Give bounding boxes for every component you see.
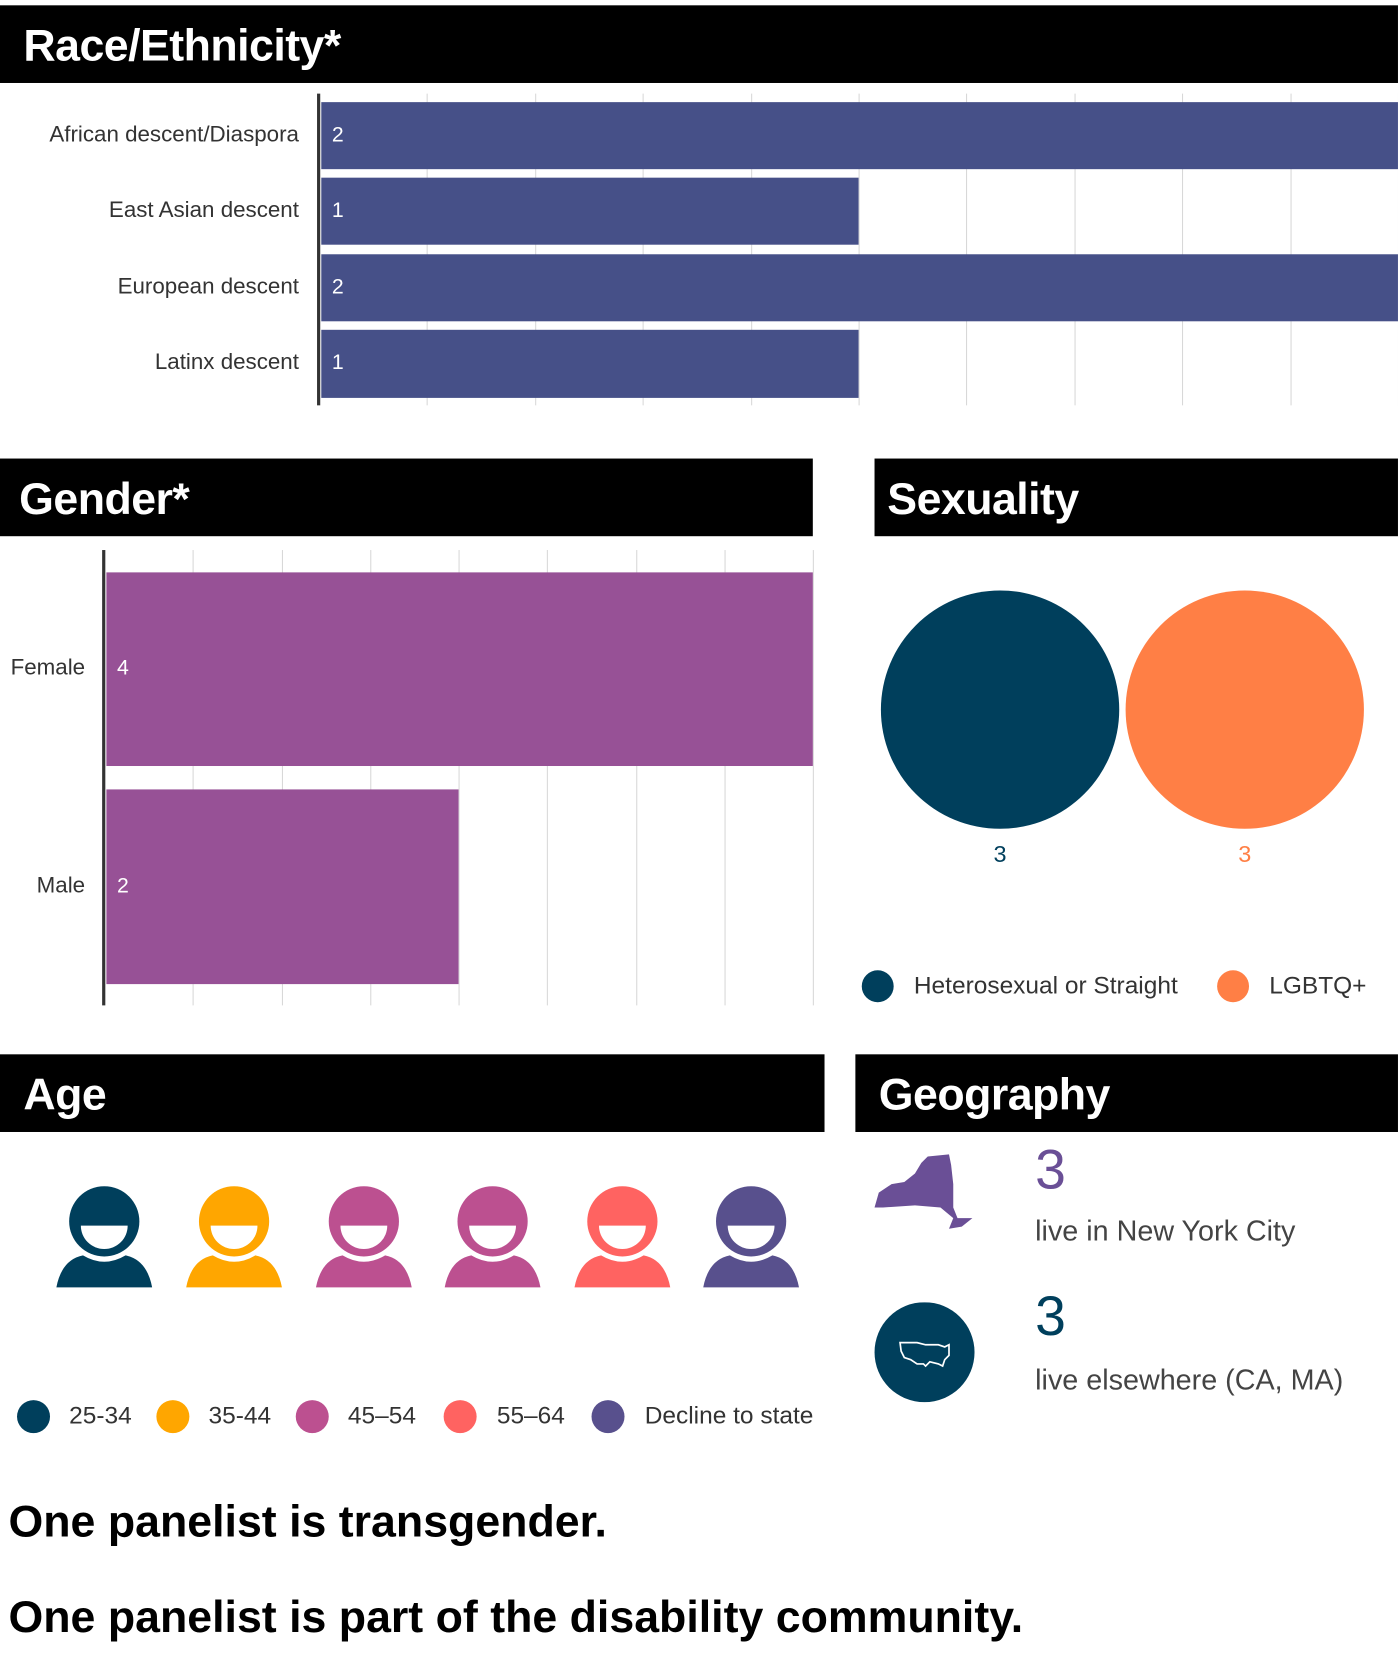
- bubble: [1125, 590, 1364, 829]
- bar: [321, 254, 1398, 322]
- race-title: Race/Ethnicity*: [23, 20, 341, 71]
- bar-value: 2: [331, 275, 344, 299]
- category-label: East Asian descent: [108, 197, 299, 222]
- nyc-count: 3: [1035, 1139, 1066, 1202]
- gridline: [966, 93, 968, 406]
- person-icon: [56, 1186, 153, 1288]
- nyc-text: live in New York City: [1035, 1214, 1296, 1247]
- bar: [106, 572, 813, 767]
- gridline: [1182, 93, 1184, 406]
- legend-label: Decline to state: [644, 1401, 814, 1429]
- bubble: [880, 590, 1120, 829]
- legend-label: 45–54: [347, 1401, 416, 1429]
- bar-value: 4: [117, 656, 129, 680]
- bar: [106, 789, 459, 985]
- legend-label: 25-34: [69, 1401, 132, 1429]
- geography-title: Geography: [878, 1069, 1111, 1120]
- new-york-state-icon: [874, 1154, 973, 1229]
- elsewhere-text: live elsewhere (CA, MA): [1035, 1363, 1344, 1396]
- geography-header: Geography: [855, 1054, 1398, 1132]
- gridline: [1290, 93, 1292, 406]
- bar: [321, 177, 859, 245]
- sexuality-title: Sexuality: [887, 473, 1079, 524]
- gridline: [1074, 93, 1076, 406]
- bubble-value: 3: [1238, 840, 1252, 868]
- legend-swatch: [443, 1400, 477, 1434]
- category-label: Male: [36, 872, 86, 898]
- age-header: Age: [0, 1054, 825, 1132]
- gridline: [427, 93, 429, 406]
- legend-swatch: [1217, 970, 1250, 1003]
- category-label: Latinx descent: [154, 350, 299, 375]
- gridline: [458, 550, 460, 1006]
- gridline: [281, 550, 283, 1006]
- gridline: [635, 550, 637, 1006]
- gender-title: Gender*: [19, 473, 190, 524]
- transgender-note: One panelist is transgender.: [8, 1495, 607, 1546]
- category-label: European descent: [117, 273, 299, 299]
- sexuality-header: Sexuality: [874, 458, 1398, 537]
- bar-value: 1: [331, 351, 344, 375]
- y-axis: [102, 550, 106, 1006]
- legend-swatch: [17, 1400, 51, 1434]
- bar: [321, 329, 859, 398]
- legend-swatch: [861, 970, 894, 1003]
- legend-label: LGBTQ+: [1269, 971, 1367, 1000]
- gridline: [642, 93, 644, 406]
- gridline: [369, 550, 372, 1006]
- legend-label: 35-44: [208, 1401, 272, 1429]
- legend-label: Heterosexual or Straight: [913, 971, 1178, 1000]
- category-label: African descent/Diaspora: [49, 121, 299, 147]
- gridline: [750, 93, 752, 406]
- legend-label: 55–64: [496, 1401, 565, 1429]
- bubble-value: 3: [993, 840, 1007, 868]
- age-title: Age: [23, 1069, 107, 1120]
- category-label: Female: [10, 655, 86, 680]
- gridline: [858, 93, 860, 406]
- person-icon: [703, 1186, 799, 1288]
- person-icon: [444, 1186, 541, 1288]
- elsewhere-count: 3: [1035, 1286, 1066, 1348]
- bar-value: 1: [331, 198, 344, 222]
- person-icon: [574, 1186, 671, 1288]
- usa-map-icon: [874, 1302, 975, 1403]
- person-icon: [315, 1186, 412, 1288]
- legend-swatch: [591, 1400, 625, 1434]
- disability-note: One panelist is part of the disability c…: [8, 1591, 1024, 1642]
- bar: [321, 102, 1398, 170]
- bar-value: 2: [331, 122, 344, 147]
- gender-header: Gender*: [0, 458, 813, 537]
- gridline: [192, 550, 194, 1006]
- gridline: [724, 550, 726, 1006]
- bar-value: 2: [117, 873, 129, 898]
- legend-swatch: [295, 1400, 329, 1434]
- race-header: Race/Ethnicity*: [0, 5, 1398, 83]
- gridline: [812, 550, 814, 1006]
- gridline: [534, 93, 536, 406]
- legend-swatch: [156, 1400, 190, 1434]
- person-icon: [186, 1186, 282, 1288]
- gridline: [547, 550, 549, 1006]
- y-axis: [317, 93, 321, 406]
